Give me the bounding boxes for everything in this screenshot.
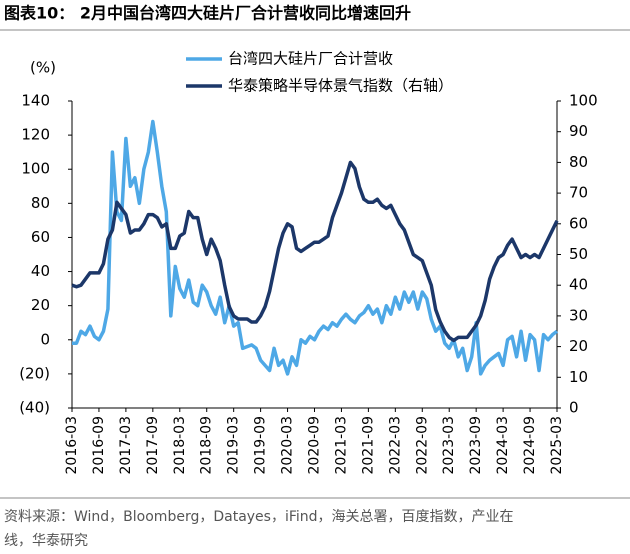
y-tick-label: 80 — [31, 194, 50, 212]
x-tick-label: 2020-03 — [280, 416, 296, 475]
y-tick-label: 20 — [31, 296, 50, 314]
x-tick-label: 2024-03 — [495, 416, 511, 475]
y2-tick-label: 100 — [569, 92, 598, 110]
x-tick-label: 2019-09 — [253, 416, 269, 475]
x-tick-label: 2025-03 — [549, 416, 565, 475]
y-tick-label: 140 — [21, 92, 50, 110]
y-tick-label: 100 — [21, 160, 50, 178]
series-line — [72, 119, 559, 376]
y2-tick-label: 90 — [569, 122, 588, 140]
legend-label: 华泰策略半导体景气指数（右轴） — [228, 77, 453, 95]
y2-tick-label: 20 — [569, 337, 588, 355]
x-tick-label: 2022-09 — [414, 416, 430, 475]
x-tick-label: 2019-03 — [226, 416, 242, 475]
y-tick-label: 60 — [31, 228, 50, 246]
x-tick-label: 2017-03 — [118, 416, 134, 475]
y2-tick-label: 30 — [569, 306, 588, 324]
x-tick-label: 2023-03 — [441, 416, 457, 475]
y2-tick-label: 80 — [569, 153, 588, 171]
chart-title: 图表10： 2月中国台湾四大硅片厂合计营收同比增速回升 — [4, 4, 411, 23]
x-tick-label: 2024-09 — [522, 416, 538, 475]
y-tick-label: 40 — [31, 262, 50, 280]
source: 资料来源：Wind，Bloomberg，Datayes，iFind，海关总署，百… — [4, 509, 514, 525]
y2-tick-label: 60 — [569, 214, 588, 232]
x-tick-label: 2017-09 — [145, 416, 161, 475]
y2-tick-label: 10 — [569, 368, 588, 386]
y-tick-label: (40) — [19, 399, 50, 417]
x-tick-label: 2020-09 — [307, 416, 323, 475]
x-tick-label: 2018-03 — [172, 416, 188, 475]
y2-tick-label: 0 — [569, 399, 579, 417]
x-tick-label: 2021-03 — [333, 416, 349, 475]
y-tick-label: (20) — [19, 364, 50, 382]
x-tick-label: 2021-09 — [360, 416, 376, 475]
x-tick-label: 2023-09 — [468, 416, 484, 475]
series-line — [71, 160, 559, 343]
y-tick-label: 0 — [40, 330, 50, 348]
y-axis-label: (%) — [30, 59, 56, 77]
y2-tick-label: 50 — [569, 245, 588, 263]
y2-tick-label: 40 — [569, 276, 588, 294]
source: 线，华泰研究 — [4, 533, 88, 549]
x-tick-label: 2016-03 — [64, 416, 80, 475]
y-tick-label: 120 — [21, 126, 50, 144]
x-tick-label: 2018-09 — [199, 416, 215, 475]
y2-tick-label: 70 — [569, 184, 588, 202]
legend-label: 台湾四大硅片厂合计营收 — [228, 50, 393, 68]
x-tick-label: 2022-03 — [387, 416, 403, 475]
x-tick-label: 2016-09 — [91, 416, 107, 475]
